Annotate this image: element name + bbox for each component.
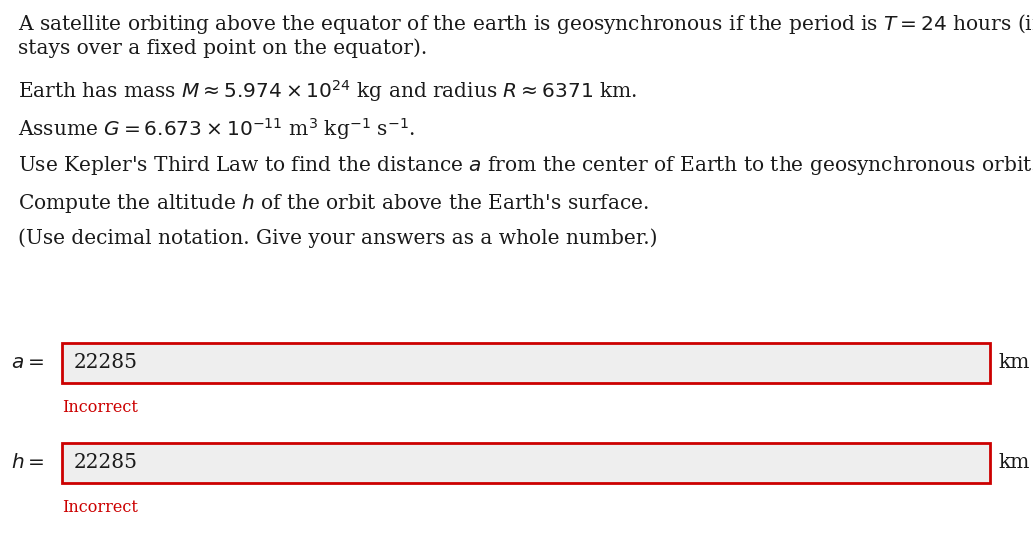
- Text: Compute the altitude $h$ of the orbit above the Earth's surface.: Compute the altitude $h$ of the orbit ab…: [18, 192, 649, 215]
- Text: stays over a fixed point on the equator).: stays over a fixed point on the equator)…: [18, 38, 428, 57]
- Text: Incorrect: Incorrect: [62, 499, 137, 516]
- Text: Incorrect: Incorrect: [62, 399, 137, 416]
- Text: 22285: 22285: [74, 353, 138, 372]
- Text: Earth has mass $M \approx 5.974 \times 10^{24}$ kg and radius $R \approx 6371$ k: Earth has mass $M \approx 5.974 \times 1…: [18, 78, 637, 104]
- Text: $h =$: $h =$: [10, 454, 50, 473]
- FancyBboxPatch shape: [62, 343, 990, 383]
- Text: km: km: [998, 353, 1029, 372]
- Text: $a =$: $a =$: [11, 353, 50, 372]
- Text: km: km: [998, 454, 1029, 473]
- FancyBboxPatch shape: [62, 443, 990, 483]
- Text: (Use decimal notation. Give your answers as a whole number.): (Use decimal notation. Give your answers…: [18, 228, 657, 248]
- Text: Use Kepler's Third Law to find the distance $a$ from the center of Earth to the : Use Kepler's Third Law to find the dista…: [18, 154, 1033, 177]
- Text: A satellite orbiting above the equator of the earth is geosynchronous if the per: A satellite orbiting above the equator o…: [18, 12, 1033, 36]
- Text: Assume $G = 6.673 \times 10^{-11}$ m$^3$ kg$^{-1}$ s$^{-1}$.: Assume $G = 6.673 \times 10^{-11}$ m$^3$…: [18, 116, 415, 142]
- Text: 22285: 22285: [74, 454, 138, 473]
